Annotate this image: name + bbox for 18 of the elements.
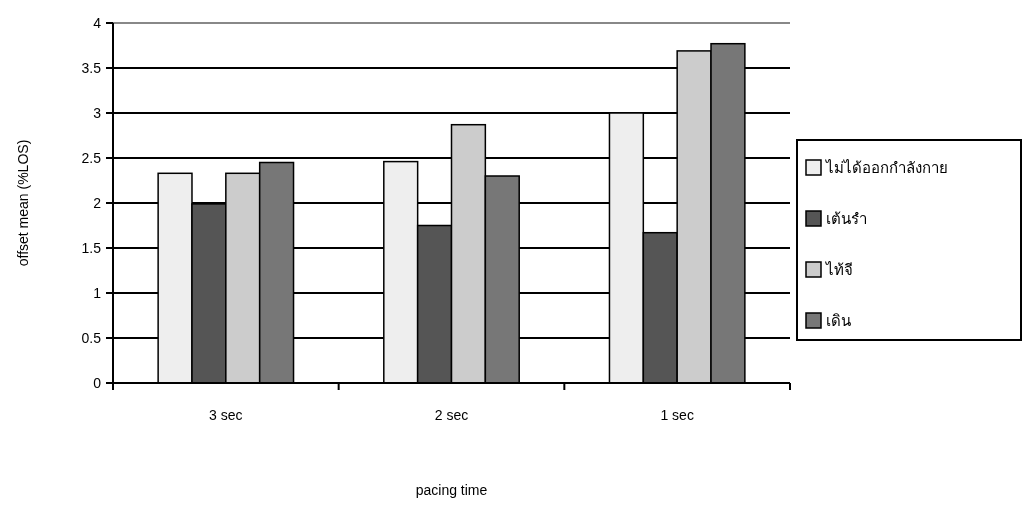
y-tick-label: 3.5 bbox=[81, 59, 102, 76]
y-tick-label: 3 bbox=[93, 104, 102, 121]
y-tick-label: 0.5 bbox=[81, 329, 102, 346]
x-axis-title: pacing time bbox=[415, 482, 488, 498]
x-tick-label: 3 sec bbox=[209, 407, 243, 423]
y-tick-label: 0 bbox=[93, 374, 102, 391]
legend-label: ไท้จี bbox=[825, 261, 853, 279]
y-tick-label: 1.5 bbox=[81, 239, 102, 256]
y-tick-label: 2.5 bbox=[81, 149, 102, 166]
x-tick-label: 1 sec bbox=[660, 407, 694, 423]
x-tick-label: 2 sec bbox=[434, 407, 469, 423]
y-tick-label: 1 bbox=[93, 284, 102, 301]
y-tick-label: 2 bbox=[93, 194, 102, 211]
legend-label: ไม่ได้ออกกำลังกาย bbox=[825, 159, 948, 177]
y-tick-label: 4 bbox=[93, 14, 102, 31]
legend-label: เต้นรำ bbox=[826, 210, 867, 228]
y-axis-title: offset mean (%LOS) bbox=[15, 139, 31, 267]
legend-label: เดิน bbox=[826, 312, 851, 330]
